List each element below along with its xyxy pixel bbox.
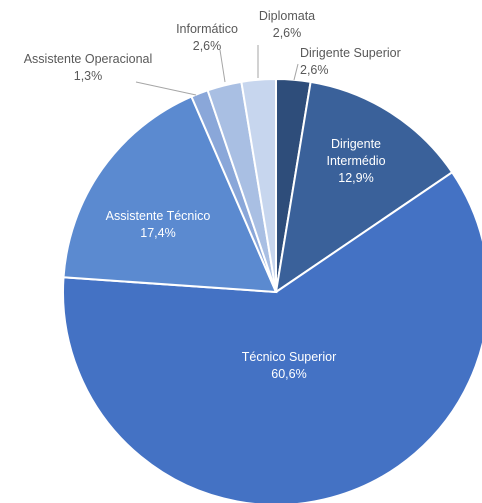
- slice-name-label: Técnico Superior: [242, 350, 337, 364]
- pie-slice-diplomata: [240, 77, 277, 293]
- leader-line: [135, 81, 197, 96]
- slice-name-label: Assistente Técnico: [106, 209, 211, 223]
- pie-slices: [62, 77, 482, 503]
- leader-line: [293, 63, 299, 81]
- slice-name-label: Dirigente: [331, 137, 381, 151]
- slice-value-label: 12,9%: [338, 171, 373, 185]
- slice-value-label: 1,3%: [74, 69, 103, 83]
- slice-name-label: Informático: [176, 22, 238, 36]
- slice-value-label: 60,6%: [271, 367, 306, 381]
- pie-slice-dirigente-intermedio: [274, 80, 454, 295]
- slice-name-label: Assistente Operacional: [24, 52, 153, 66]
- leader-lines: [135, 45, 299, 96]
- slice-labels: Dirigente Superior 2,6% Dirigente Intermédi…: [24, 9, 401, 381]
- pie-slice-assistente-tecnico: [62, 95, 278, 294]
- slice-name-label: Intermédio: [326, 154, 385, 168]
- slice-name-label: Diplomata: [259, 9, 315, 23]
- pie-slice-tecnico-superior: [62, 170, 482, 503]
- slice-value-label: 2,6%: [273, 26, 302, 40]
- slice-name-label: Dirigente Superior: [300, 46, 401, 60]
- leader-line: [219, 49, 226, 83]
- slice-value-label: 2,6%: [300, 63, 329, 77]
- slice-value-label: 2,6%: [193, 39, 222, 53]
- slice-value-label: 17,4%: [140, 226, 175, 240]
